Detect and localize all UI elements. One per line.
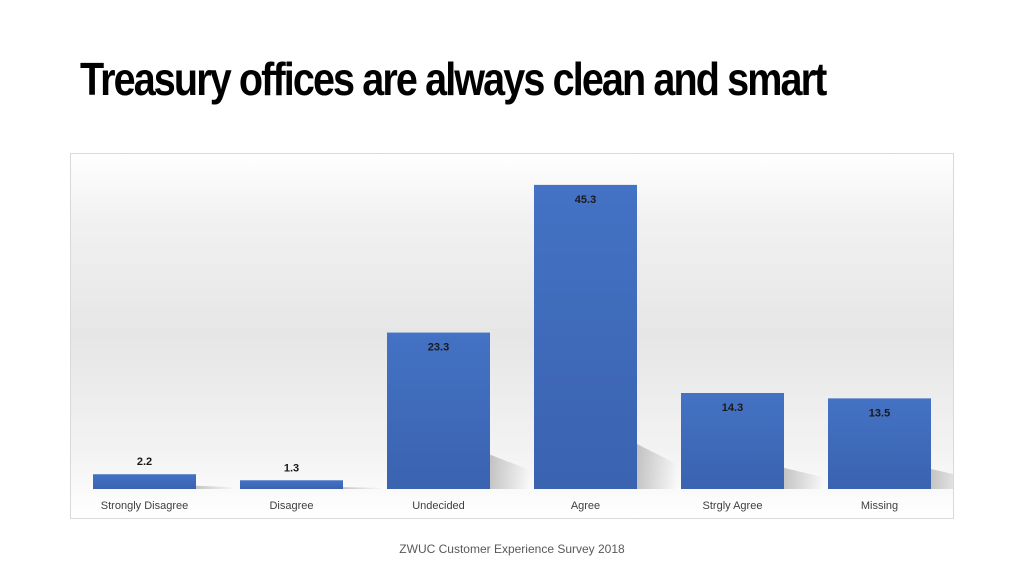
bar-strgly-agree [681, 392, 784, 489]
data-label: 13.5 [869, 407, 890, 419]
category-label: Undecided [412, 500, 465, 512]
bar-agree [534, 184, 637, 489]
bar-shadow [931, 469, 953, 489]
bar-shadow [343, 487, 383, 489]
category-label: Missing [861, 500, 898, 512]
slide-title: Treasury offices are always clean and sm… [80, 53, 827, 105]
data-label: 45.3 [575, 194, 596, 206]
bar-shadows [196, 444, 953, 489]
bar-shadow [637, 444, 677, 489]
data-label: 2.2 [137, 456, 152, 468]
bar-disagree [240, 480, 343, 489]
category-label: Strongly Disagree [101, 500, 188, 512]
bar-shadow [784, 467, 824, 489]
bar-shadow [490, 454, 530, 489]
data-label: 23.3 [428, 342, 449, 354]
bar-shadow [196, 485, 236, 489]
chart-area: 2.2 1.3 23.3 45.3 14.3 13.5 Strongly Disagree… [70, 153, 954, 519]
data-label: 14.3 [722, 402, 743, 414]
bar-strongly-disagree [93, 474, 196, 489]
category-label: Strgly Agree [703, 500, 763, 512]
bars [93, 184, 931, 489]
footer-source: ZWUC Customer Experience Survey 2018 [399, 542, 625, 556]
category-label: Agree [571, 500, 600, 512]
data-label: 1.3 [284, 462, 299, 474]
bar-missing [828, 398, 931, 489]
data-labels: 2.2 1.3 23.3 45.3 14.3 13.5 [137, 194, 890, 474]
bar-undecided [387, 332, 490, 489]
category-labels: Strongly Disagree Disagree Undecided Agree S… [101, 500, 898, 512]
bar-chart: 2.2 1.3 23.3 45.3 14.3 13.5 Strongly Disagree… [93, 184, 953, 512]
category-label: Disagree [269, 500, 313, 512]
